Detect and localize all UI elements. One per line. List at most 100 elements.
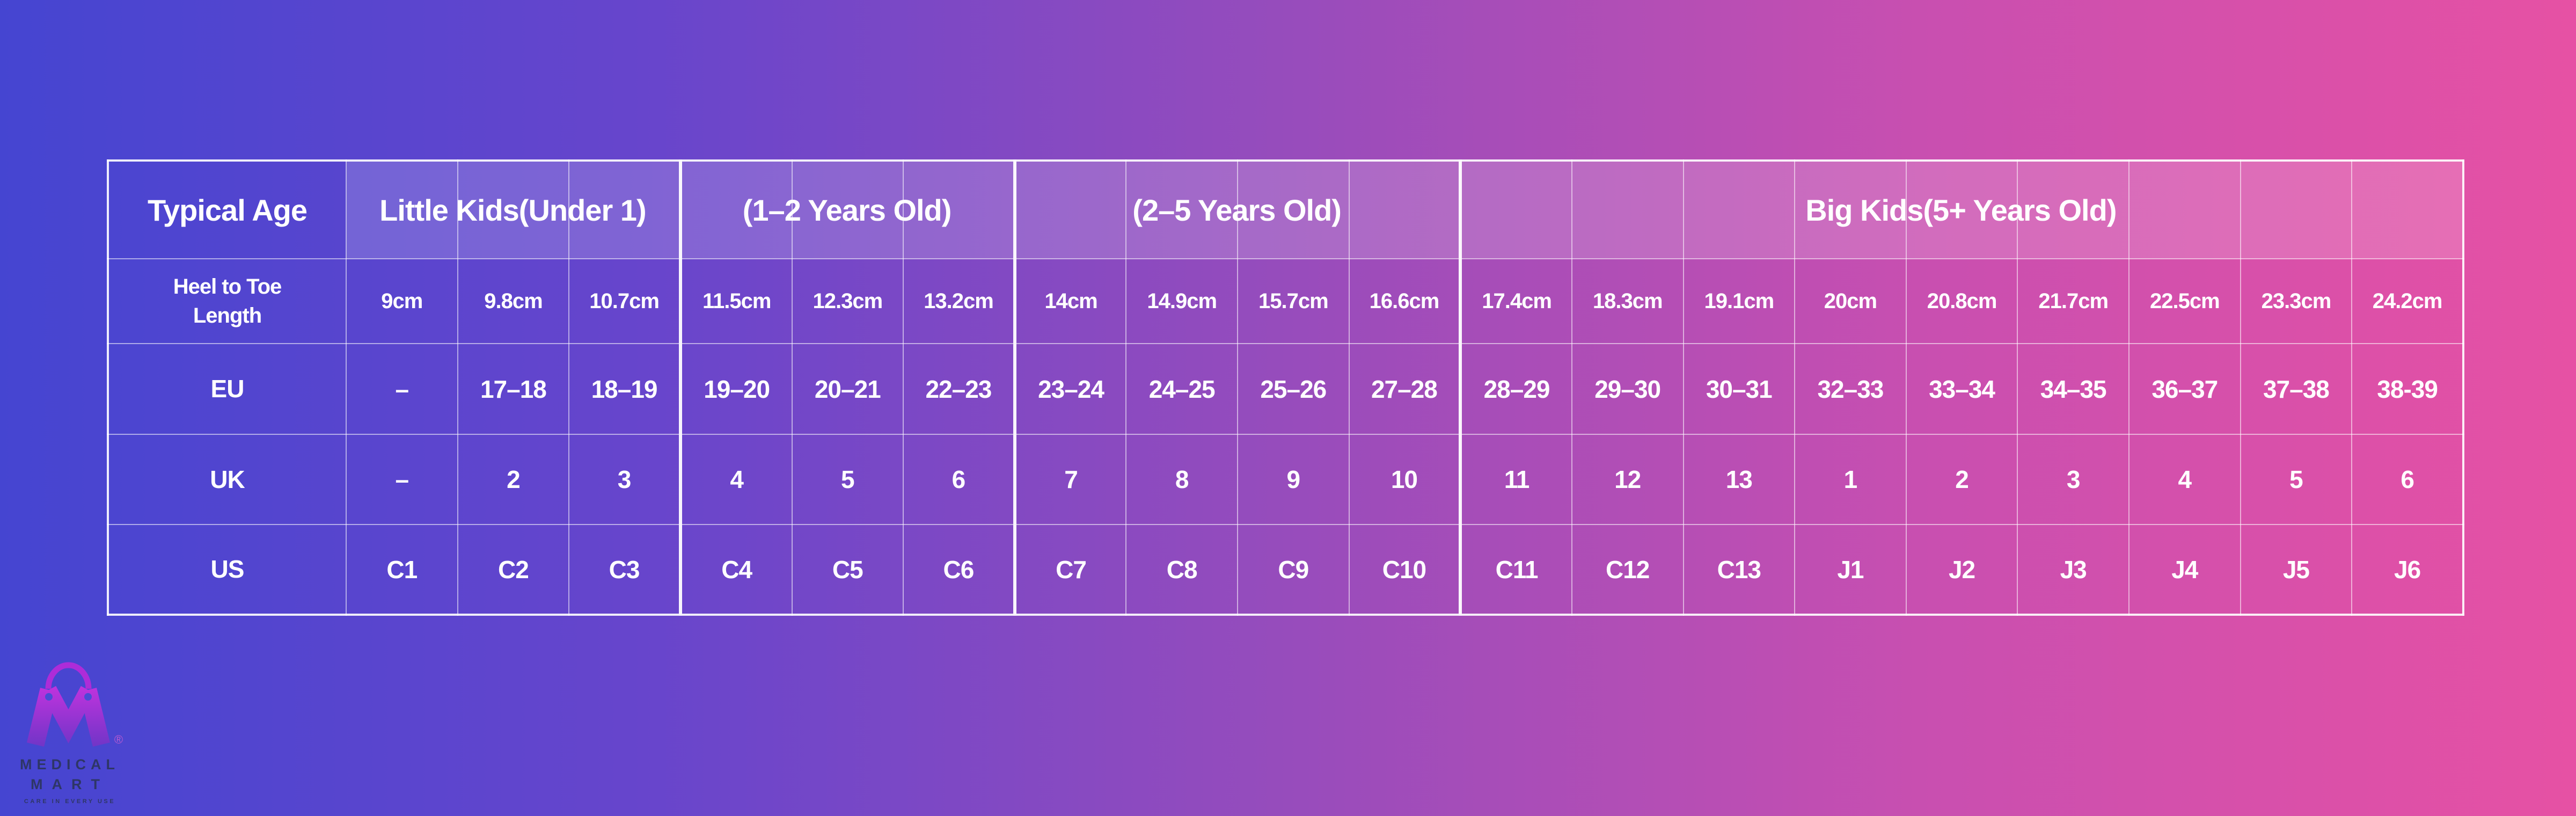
cell-us-16: J3: [2017, 524, 2129, 615]
cell-uk-5: 5: [791, 434, 904, 525]
cell-uk-16: 3: [2017, 434, 2129, 525]
table-row-uk: UK –2 3 4 5 6 7 8 9 10 11 12 13 1 2 3 4 5 6: [107, 434, 2464, 525]
cell-heel-to-toe-7: 14cm: [1014, 258, 1127, 344]
cell-eu-7: 23–24: [1014, 343, 1127, 435]
bag-hole-right: [84, 693, 92, 701]
cell-uk-1: –: [346, 434, 458, 525]
cell-uk-2: 2: [457, 434, 570, 525]
row-label-eu: EU: [107, 343, 347, 435]
group-header-cell-10: [1348, 160, 1462, 259]
row-label-text: UK: [210, 465, 245, 493]
cell-us-8: C8: [1125, 524, 1238, 615]
cell-eu-11: 28–29: [1460, 343, 1572, 435]
cell-heel-to-toe-15: 20.8cm: [1905, 258, 2018, 344]
group-header-cell-19: [2351, 160, 2464, 259]
cell-heel-to-toe-9: 15.7cm: [1237, 258, 1350, 344]
cell-uk-11: 11: [1460, 434, 1572, 525]
cell-eu-14: 32–33: [1794, 343, 1907, 435]
cell-uk-9: 9: [1237, 434, 1350, 525]
row-label-uk: UK: [107, 434, 347, 525]
cell-uk-15: 2: [1905, 434, 2018, 525]
cell-us-11: C11: [1460, 524, 1572, 615]
cell-us-2: C2: [457, 524, 570, 615]
table-row-heel-to-toe: Heel to Toe Length 9cm 9.8cm 10.7cm 11.5cm 1…: [107, 258, 2464, 344]
cell-us-9: C9: [1237, 524, 1350, 615]
cell-us-7: C7: [1014, 524, 1127, 615]
group-header-cell-6: [903, 160, 1016, 259]
cell-eu-8: 24–25: [1125, 343, 1238, 435]
bag-hole-left: [45, 693, 53, 701]
row-label-us: US: [107, 524, 347, 615]
kids-shoe-size-table: Typical Age Heel to Toe Length 9cm 9.8cm 1…: [107, 159, 2464, 616]
cell-eu-16: 34–35: [2017, 343, 2129, 435]
cell-uk-6: 6: [903, 434, 1016, 525]
group-header-cell-12: [1571, 160, 1684, 259]
group-header-cell-18: [2240, 160, 2353, 259]
cell-eu-18: 37–38: [2240, 343, 2353, 435]
cell-us-17: J4: [2128, 524, 2241, 615]
table-row-eu: EU –17–18 18–19 19–20 20–21 22–23 23–24 24–25 2…: [107, 343, 2464, 435]
cell-eu-1: –: [346, 343, 458, 435]
cell-eu-9: 25–26: [1237, 343, 1350, 435]
group-header-cell-11: [1460, 160, 1572, 259]
cell-uk-14: 1: [1794, 434, 1907, 525]
cell-heel-to-toe-3: 10.7cm: [568, 258, 682, 344]
row-label-heel-to-toe: Heel to Toe Length: [107, 258, 347, 344]
group-header-cell-2: [457, 160, 570, 259]
table-row-us: US C1 C2 C3 C4 C5 C6 C7 C8 C9 C10 C11 C12 C13 J1 J2 J3 J…: [107, 524, 2464, 615]
cell-eu-17: 36–37: [2128, 343, 2241, 435]
group-header-cell-15: [1905, 160, 2018, 259]
cell-heel-to-toe-12: 18.3cm: [1571, 258, 1684, 344]
group-header-cell-14: [1794, 160, 1907, 259]
cell-eu-4: 19–20: [679, 343, 793, 435]
cell-us-12: C12: [1571, 524, 1684, 615]
cell-eu-12: 29–30: [1571, 343, 1684, 435]
group-header-cell-8: [1125, 160, 1238, 259]
cell-uk-13: 13: [1682, 434, 1796, 525]
cell-us-3: C3: [568, 524, 682, 615]
cell-eu-6: 22–23: [903, 343, 1016, 435]
cell-eu-13: 30–31: [1682, 343, 1796, 435]
cell-heel-to-toe-6: 13.2cm: [903, 258, 1016, 344]
m-middle-v: [41, 686, 96, 744]
cell-us-19: J6: [2351, 524, 2464, 615]
registered-trademark-icon: ®: [114, 733, 123, 746]
cell-heel-to-toe-11: 17.4cm: [1460, 258, 1572, 344]
cell-uk-8: 8: [1125, 434, 1238, 525]
bag-handle-arc: [45, 662, 92, 689]
row-label-text: Heel to Toe Length: [173, 275, 282, 327]
row-label-text: EU: [210, 375, 245, 403]
cell-heel-to-toe-1: 9cm: [346, 258, 458, 344]
group-header-cell-9: [1237, 160, 1350, 259]
cell-heel-to-toe-14: 20cm: [1794, 258, 1907, 344]
group-header-cell-17: [2128, 160, 2241, 259]
cell-uk-10: 10: [1348, 434, 1462, 525]
cell-us-4: C4: [679, 524, 793, 615]
cell-heel-to-toe-2: 9.8cm: [457, 258, 570, 344]
logo-brand-line2: MART: [31, 776, 109, 792]
group-header-cell-4: [679, 160, 793, 259]
cell-eu-3: 18–19: [568, 343, 682, 435]
cell-us-14: J1: [1794, 524, 1907, 615]
corner-header-typical-age: Typical Age: [107, 160, 347, 259]
cell-us-10: C10: [1348, 524, 1462, 615]
cell-uk-7: 7: [1014, 434, 1127, 525]
cell-heel-to-toe-5: 12.3cm: [791, 258, 904, 344]
cell-uk-19: 6: [2351, 434, 2464, 525]
cell-eu-5: 20–21: [791, 343, 904, 435]
shopping-bag-m-icon: ®: [26, 662, 123, 747]
cell-uk-12: 12: [1571, 434, 1684, 525]
row-label-text: US: [210, 555, 245, 584]
medical-mart-logo: ® MEDICAL MART CARE IN EVERY USE: [13, 658, 126, 813]
logo-brand-line1: MEDICAL: [20, 756, 120, 773]
cell-us-18: J5: [2240, 524, 2353, 615]
group-header-cell-3: [568, 160, 682, 259]
cell-heel-to-toe-8: 14.9cm: [1125, 258, 1238, 344]
cell-heel-to-toe-19: 24.2cm: [2351, 258, 2464, 344]
cell-us-6: C6: [903, 524, 1016, 615]
logo-tagline: CARE IN EVERY USE: [24, 798, 116, 805]
cell-heel-to-toe-16: 21.7cm: [2017, 258, 2129, 344]
cell-uk-17: 4: [2128, 434, 2241, 525]
cell-eu-10: 27–28: [1348, 343, 1462, 435]
